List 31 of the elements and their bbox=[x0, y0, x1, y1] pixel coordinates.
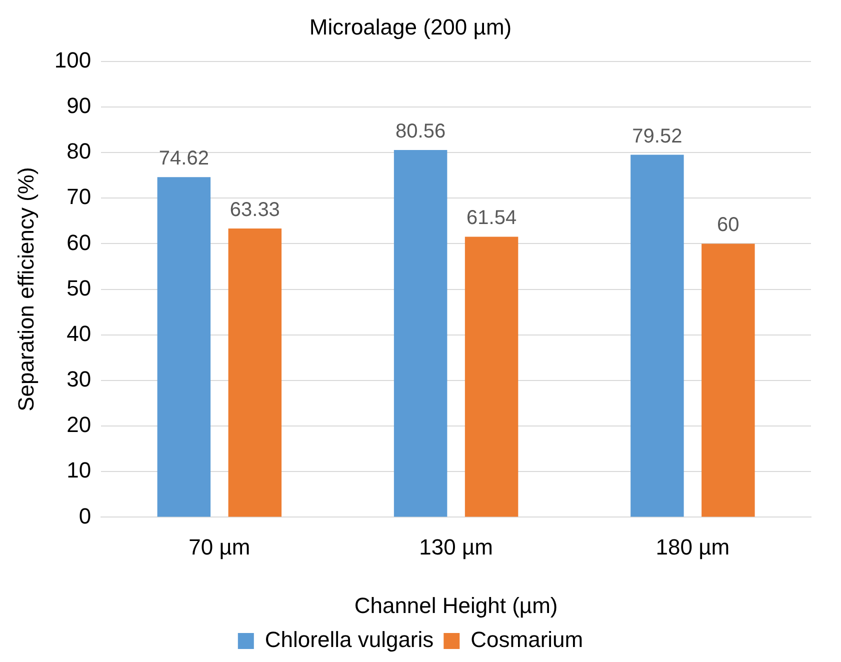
data-label: 61.54 bbox=[466, 207, 517, 230]
x-axis-title: Channel Height (µm) bbox=[354, 592, 558, 618]
x-tick-label: 70 µm bbox=[188, 534, 250, 560]
y-tick-label: 10 bbox=[66, 458, 92, 483]
y-axis-title: Separation efficiency (%) bbox=[13, 167, 38, 412]
bar bbox=[630, 154, 684, 517]
y-tick-label: 90 bbox=[66, 93, 92, 118]
chart-title: Microalage (200 µm) bbox=[309, 14, 512, 40]
y-tick-label: 80 bbox=[66, 138, 92, 164]
bar bbox=[157, 177, 211, 517]
data-label: 74.62 bbox=[158, 148, 209, 170]
y-tick-label: 100 bbox=[54, 47, 92, 72]
data-label: 80.56 bbox=[396, 120, 446, 143]
bar bbox=[394, 150, 448, 517]
legend-label: Cosmarium bbox=[470, 627, 584, 652]
data-label: 79.52 bbox=[632, 125, 682, 148]
y-tick-label: 40 bbox=[66, 320, 92, 346]
y-tick-label: 60 bbox=[66, 230, 92, 255]
y-tick-label: 70 bbox=[66, 184, 92, 210]
y-tick-label: 30 bbox=[66, 366, 92, 392]
data-label: 63.33 bbox=[230, 199, 280, 222]
y-tick-label: 0 bbox=[78, 503, 92, 528]
data-label: 60 bbox=[717, 214, 740, 236]
x-tick-label: 180 µm bbox=[656, 534, 730, 560]
bar bbox=[464, 236, 518, 517]
y-tick-label: 50 bbox=[66, 275, 92, 300]
legend-label: Chlorella vulgaris bbox=[264, 627, 434, 652]
bar bbox=[228, 228, 282, 517]
x-tick-label: 130 µm bbox=[419, 534, 493, 560]
y-tick-label: 20 bbox=[66, 412, 92, 438]
bar bbox=[702, 244, 755, 517]
